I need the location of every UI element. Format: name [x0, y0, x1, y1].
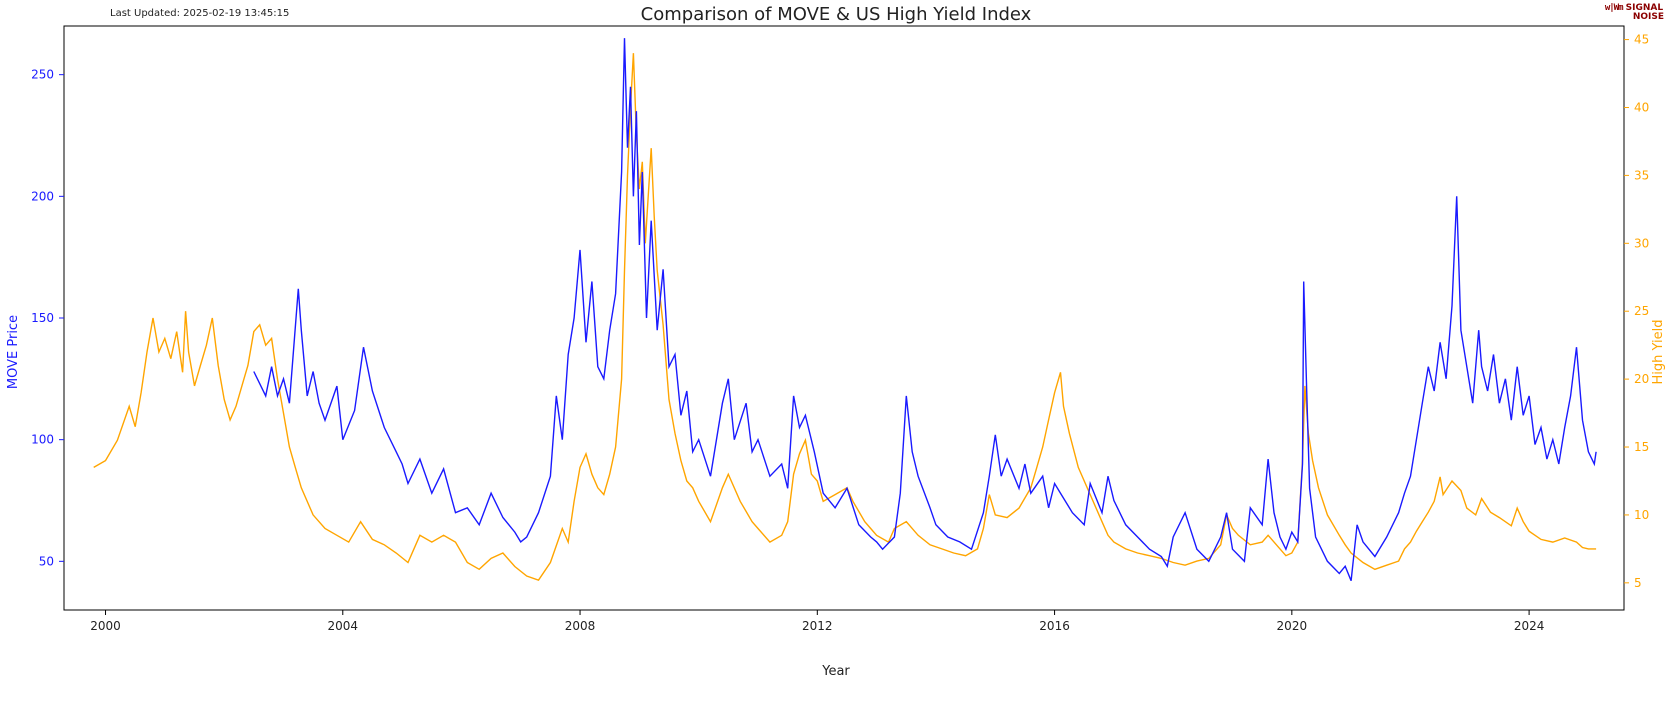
svg-text:40: 40 [1634, 100, 1649, 114]
move-line [254, 38, 1596, 581]
svg-text:2000: 2000 [90, 619, 121, 633]
chart-container: Comparison of MOVE & US High Yield Index… [0, 0, 1672, 703]
svg-text:15: 15 [1634, 440, 1649, 454]
svg-text:20: 20 [1634, 372, 1649, 386]
svg-text:2020: 2020 [1277, 619, 1308, 633]
svg-text:35: 35 [1634, 168, 1649, 182]
svg-text:2024: 2024 [1514, 619, 1545, 633]
svg-text:2016: 2016 [1039, 619, 1070, 633]
svg-text:150: 150 [31, 311, 54, 325]
svg-text:5: 5 [1634, 576, 1642, 590]
svg-text:2012: 2012 [802, 619, 833, 633]
svg-text:10: 10 [1634, 508, 1649, 522]
svg-text:45: 45 [1634, 33, 1649, 47]
svg-text:2008: 2008 [565, 619, 596, 633]
svg-text:100: 100 [31, 433, 54, 447]
svg-text:50: 50 [39, 554, 54, 568]
chart-svg: 2000 2004 2008 2012 2016 2020 2024 50 100 150 200 2… [0, 0, 1672, 703]
svg-text:250: 250 [31, 68, 54, 82]
svg-text:30: 30 [1634, 236, 1649, 250]
svg-text:200: 200 [31, 189, 54, 203]
highyield-line [94, 53, 1596, 580]
svg-text:2004: 2004 [328, 619, 359, 633]
svg-text:25: 25 [1634, 304, 1649, 318]
